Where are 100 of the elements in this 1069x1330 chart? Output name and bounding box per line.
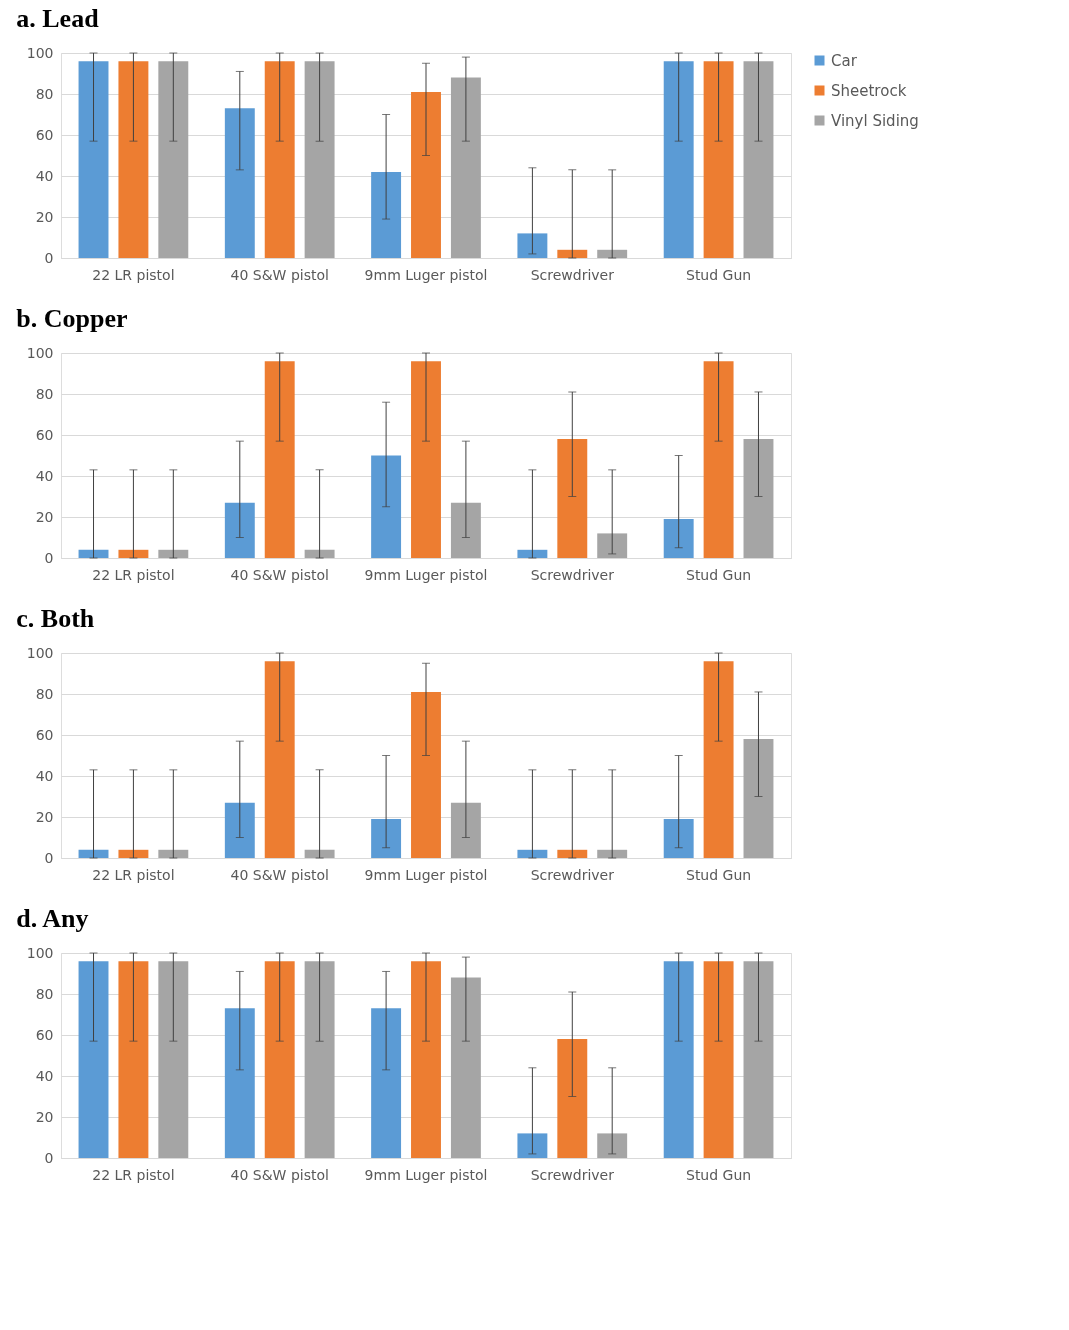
x-tick-label: 9mm Luger pistol [364,866,488,883]
bar [703,961,734,1158]
bar [158,849,189,858]
bar [411,361,441,558]
bar [597,249,628,258]
x-tick-label: 40 S&W pistol [230,266,329,283]
x-tick-label: 9mm Luger pistol [364,1166,488,1183]
y-tick-label: 40 [35,1067,54,1084]
bar [158,549,189,558]
bar [78,61,109,258]
bar [224,502,255,558]
bar [304,61,335,258]
bar [450,502,481,558]
bar [703,661,734,858]
y-tick-label: 0 [44,249,54,266]
chart-title: c. Both [16,604,95,633]
bar [264,661,295,858]
bar [597,1133,628,1158]
legend-label: Car [831,51,858,70]
bar [264,361,295,558]
bar [663,519,694,558]
bar [411,91,441,258]
bar [118,549,149,558]
x-tick-label: Screwdriver [530,566,615,583]
chart-title: a. Lead [16,4,100,33]
bar [304,849,335,858]
bar [224,108,255,258]
bar [304,961,335,1158]
y-tick-label: 40 [35,767,54,784]
chart-title: d. Any [16,904,89,933]
bar [118,849,149,858]
x-tick-label: Screwdriver [530,266,615,283]
bar [743,439,774,558]
y-tick-label: 40 [35,167,54,184]
y-tick-label: 0 [44,1149,54,1166]
bar [517,233,548,258]
bar [450,802,481,858]
bar [371,819,402,858]
y-tick-label: 0 [44,849,54,866]
x-tick-label: Stud Gun [685,566,752,583]
bar [517,1133,548,1158]
bar [743,739,774,858]
bar [517,549,548,558]
bar [743,961,774,1158]
bar [78,549,109,558]
bar [450,977,481,1158]
bar [371,1008,402,1158]
x-tick-label: Screwdriver [530,1166,615,1183]
bar [557,849,588,858]
bar [371,455,402,558]
legend-label: Sheetrock [831,81,907,100]
x-tick-label: 22 LR pistol [92,266,175,283]
bar [663,819,694,858]
legend-label: Vinyl Siding [831,111,919,130]
bar [597,849,628,858]
bar [224,802,255,858]
bar [743,61,774,258]
bar [703,361,734,558]
y-tick-label: 20 [35,508,54,525]
y-tick-label: 100 [26,944,54,961]
y-tick-label: 40 [35,467,54,484]
bar [557,1039,588,1158]
bar [118,961,149,1158]
y-tick-label: 100 [26,44,54,61]
x-tick-label: 40 S&W pistol [230,866,329,883]
bar [371,171,402,258]
bar [517,849,548,858]
x-tick-label: Stud Gun [685,266,752,283]
y-tick-label: 100 [26,644,54,661]
bar [703,61,734,258]
bar [663,961,694,1158]
bar [264,61,295,258]
x-tick-label: 22 LR pistol [92,1166,175,1183]
x-tick-label: Stud Gun [685,866,752,883]
x-tick-label: 22 LR pistol [92,866,175,883]
x-tick-label: 40 S&W pistol [230,566,329,583]
y-tick-label: 80 [35,685,54,702]
y-tick-label: 60 [35,1026,54,1043]
bar [118,61,149,258]
bar [663,61,694,258]
bar [78,961,109,1158]
y-tick-label: 20 [35,208,54,225]
bar [411,691,441,858]
y-tick-label: 60 [35,726,54,743]
y-tick-label: 80 [35,85,54,102]
y-tick-label: 20 [35,1108,54,1125]
y-tick-label: 80 [35,385,54,402]
y-tick-label: 0 [44,549,54,566]
bar [450,77,481,258]
chart-title: b. Copper [16,304,128,333]
bar [557,249,588,258]
bar [264,961,295,1158]
bar [304,549,335,558]
x-tick-label: Stud Gun [685,1166,752,1183]
bar [557,439,588,558]
bar [78,849,109,858]
x-tick-label: 9mm Luger pistol [364,566,488,583]
bar [158,61,189,258]
y-tick-label: 100 [26,344,54,361]
bar [224,1008,255,1158]
